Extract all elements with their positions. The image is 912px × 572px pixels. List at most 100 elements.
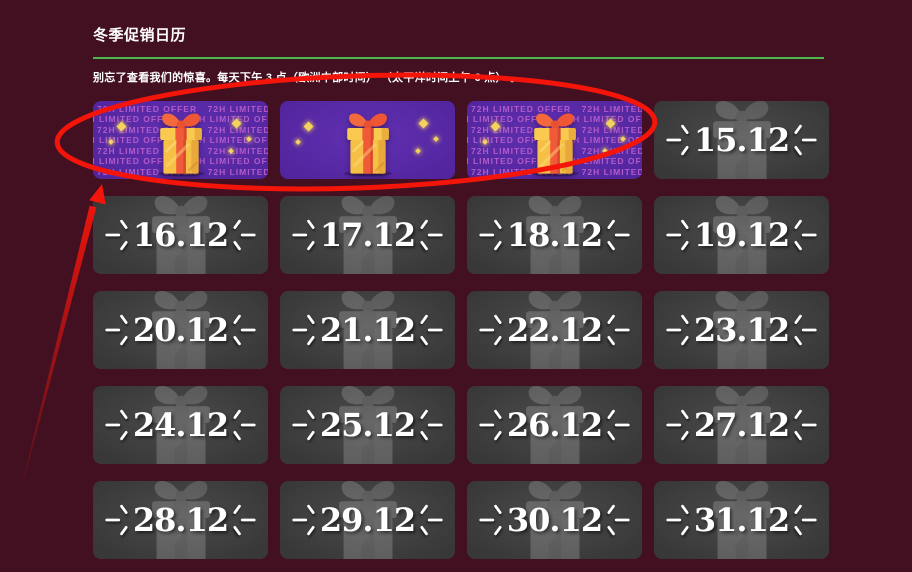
burst-left-icon xyxy=(479,504,502,536)
gift-watermark-icon xyxy=(525,196,584,274)
date-label: 15.12 xyxy=(693,121,790,159)
date-row: 31.12 xyxy=(665,497,818,543)
burst-left-icon xyxy=(666,124,689,156)
date-label: 27.12 xyxy=(693,406,790,444)
page-subtitle: 别忘了查看我们的惊喜。每天下午 3 点（欧洲中部时间） （太平洋时间上午 6 点… xyxy=(93,72,522,84)
date-card-24.12[interactable]: 24.12 xyxy=(93,386,268,464)
gift-watermark-icon xyxy=(338,291,397,369)
burst-left-icon xyxy=(105,504,128,536)
date-label: 29.12 xyxy=(319,501,416,539)
date-label: 24.12 xyxy=(132,406,229,444)
date-row: 22.12 xyxy=(478,307,631,353)
burst-left-icon xyxy=(479,409,502,441)
gift-watermark-icon xyxy=(338,481,397,559)
date-card-15.12[interactable]: 15.12 xyxy=(654,101,829,179)
gift-watermark-icon xyxy=(712,386,771,464)
gift-watermark-icon xyxy=(525,291,584,369)
burst-left-icon xyxy=(666,219,689,251)
date-row: 27.12 xyxy=(665,402,818,448)
burst-right-icon xyxy=(794,124,817,156)
date-card-21.12[interactable]: 21.12 xyxy=(280,291,455,369)
winter-sale-page: 冬季促销日历 别忘了查看我们的惊喜。每天下午 3 点（欧洲中部时间） （太平洋时… xyxy=(93,27,829,559)
date-row: 23.12 xyxy=(665,307,818,353)
burst-left-icon xyxy=(666,314,689,346)
page-title: 冬季促销日历 xyxy=(93,27,187,44)
burst-right-icon xyxy=(794,314,817,346)
date-row: 26.12 xyxy=(478,402,631,448)
burst-left-icon xyxy=(292,314,315,346)
date-card-20.12[interactable]: 20.12 xyxy=(93,291,268,369)
gift-watermark-icon xyxy=(525,481,584,559)
date-row: 25.12 xyxy=(291,402,444,448)
date-label: 31.12 xyxy=(693,501,790,539)
date-label: 19.12 xyxy=(693,216,790,254)
burst-right-icon xyxy=(233,504,256,536)
gift-watermark-icon xyxy=(712,291,771,369)
burst-right-icon xyxy=(420,409,443,441)
burst-left-icon xyxy=(479,314,502,346)
gift-watermark-icon xyxy=(151,291,210,369)
date-row: 19.12 xyxy=(665,212,818,258)
gift-watermark-icon xyxy=(712,196,771,274)
title-divider xyxy=(93,57,824,59)
date-card-25.12[interactable]: 25.12 xyxy=(280,386,455,464)
gift-watermark-icon xyxy=(712,101,771,179)
gift-icon xyxy=(343,113,392,177)
burst-right-icon xyxy=(794,504,817,536)
date-card-16.12[interactable]: 16.12 xyxy=(93,196,268,274)
date-card-31.12[interactable]: 31.12 xyxy=(654,481,829,559)
burst-left-icon xyxy=(479,219,502,251)
date-card-17.12[interactable]: 17.12 xyxy=(280,196,455,274)
burst-right-icon xyxy=(607,219,630,251)
date-row: 30.12 xyxy=(478,497,631,543)
date-card-18.12[interactable]: 18.12 xyxy=(467,196,642,274)
burst-right-icon xyxy=(420,219,443,251)
date-label: 23.12 xyxy=(693,311,790,349)
gift-watermark-icon xyxy=(151,481,210,559)
date-row: 18.12 xyxy=(478,212,631,258)
date-row: 17.12 xyxy=(291,212,444,258)
gift-day-card-3[interactable]: 72H LIMITED OFFER 72H LIMITED OFFER 72H … xyxy=(467,101,642,179)
burst-right-icon xyxy=(794,219,817,251)
burst-left-icon xyxy=(292,504,315,536)
date-card-30.12[interactable]: 30.12 xyxy=(467,481,642,559)
date-label: 28.12 xyxy=(132,501,229,539)
date-card-23.12[interactable]: 23.12 xyxy=(654,291,829,369)
calendar-grid: 72H LIMITED OFFER 72H LIMITED OFFER 72H … xyxy=(93,101,829,559)
date-card-19.12[interactable]: 19.12 xyxy=(654,196,829,274)
date-label: 21.12 xyxy=(319,311,416,349)
date-card-22.12[interactable]: 22.12 xyxy=(467,291,642,369)
date-label: 25.12 xyxy=(319,406,416,444)
burst-right-icon xyxy=(233,314,256,346)
date-row: 24.12 xyxy=(104,402,257,448)
gift-icon xyxy=(530,113,579,177)
date-card-28.12[interactable]: 28.12 xyxy=(93,481,268,559)
burst-left-icon xyxy=(105,409,128,441)
gift-icon xyxy=(156,113,205,177)
burst-right-icon xyxy=(607,409,630,441)
gift-day-card-2[interactable] xyxy=(280,101,455,179)
date-label: 17.12 xyxy=(319,216,416,254)
burst-left-icon xyxy=(105,219,128,251)
date-label: 22.12 xyxy=(506,311,603,349)
date-card-27.12[interactable]: 27.12 xyxy=(654,386,829,464)
burst-right-icon xyxy=(420,314,443,346)
gift-watermark-icon xyxy=(712,481,771,559)
burst-left-icon xyxy=(292,409,315,441)
date-card-29.12[interactable]: 29.12 xyxy=(280,481,455,559)
date-card-26.12[interactable]: 26.12 xyxy=(467,386,642,464)
gift-watermark-icon xyxy=(338,386,397,464)
gift-day-card-1[interactable]: 72H LIMITED OFFER 72H LIMITED OFFER 72H … xyxy=(93,101,268,179)
gift-watermark-icon xyxy=(151,196,210,274)
date-row: 15.12 xyxy=(665,117,818,163)
date-row: 16.12 xyxy=(104,212,257,258)
gift-watermark-icon xyxy=(338,196,397,274)
burst-right-icon xyxy=(794,409,817,441)
burst-right-icon xyxy=(607,504,630,536)
date-row: 20.12 xyxy=(104,307,257,353)
date-label: 20.12 xyxy=(132,311,229,349)
burst-left-icon xyxy=(105,314,128,346)
burst-right-icon xyxy=(233,409,256,441)
date-label: 16.12 xyxy=(132,216,229,254)
burst-left-icon xyxy=(666,504,689,536)
